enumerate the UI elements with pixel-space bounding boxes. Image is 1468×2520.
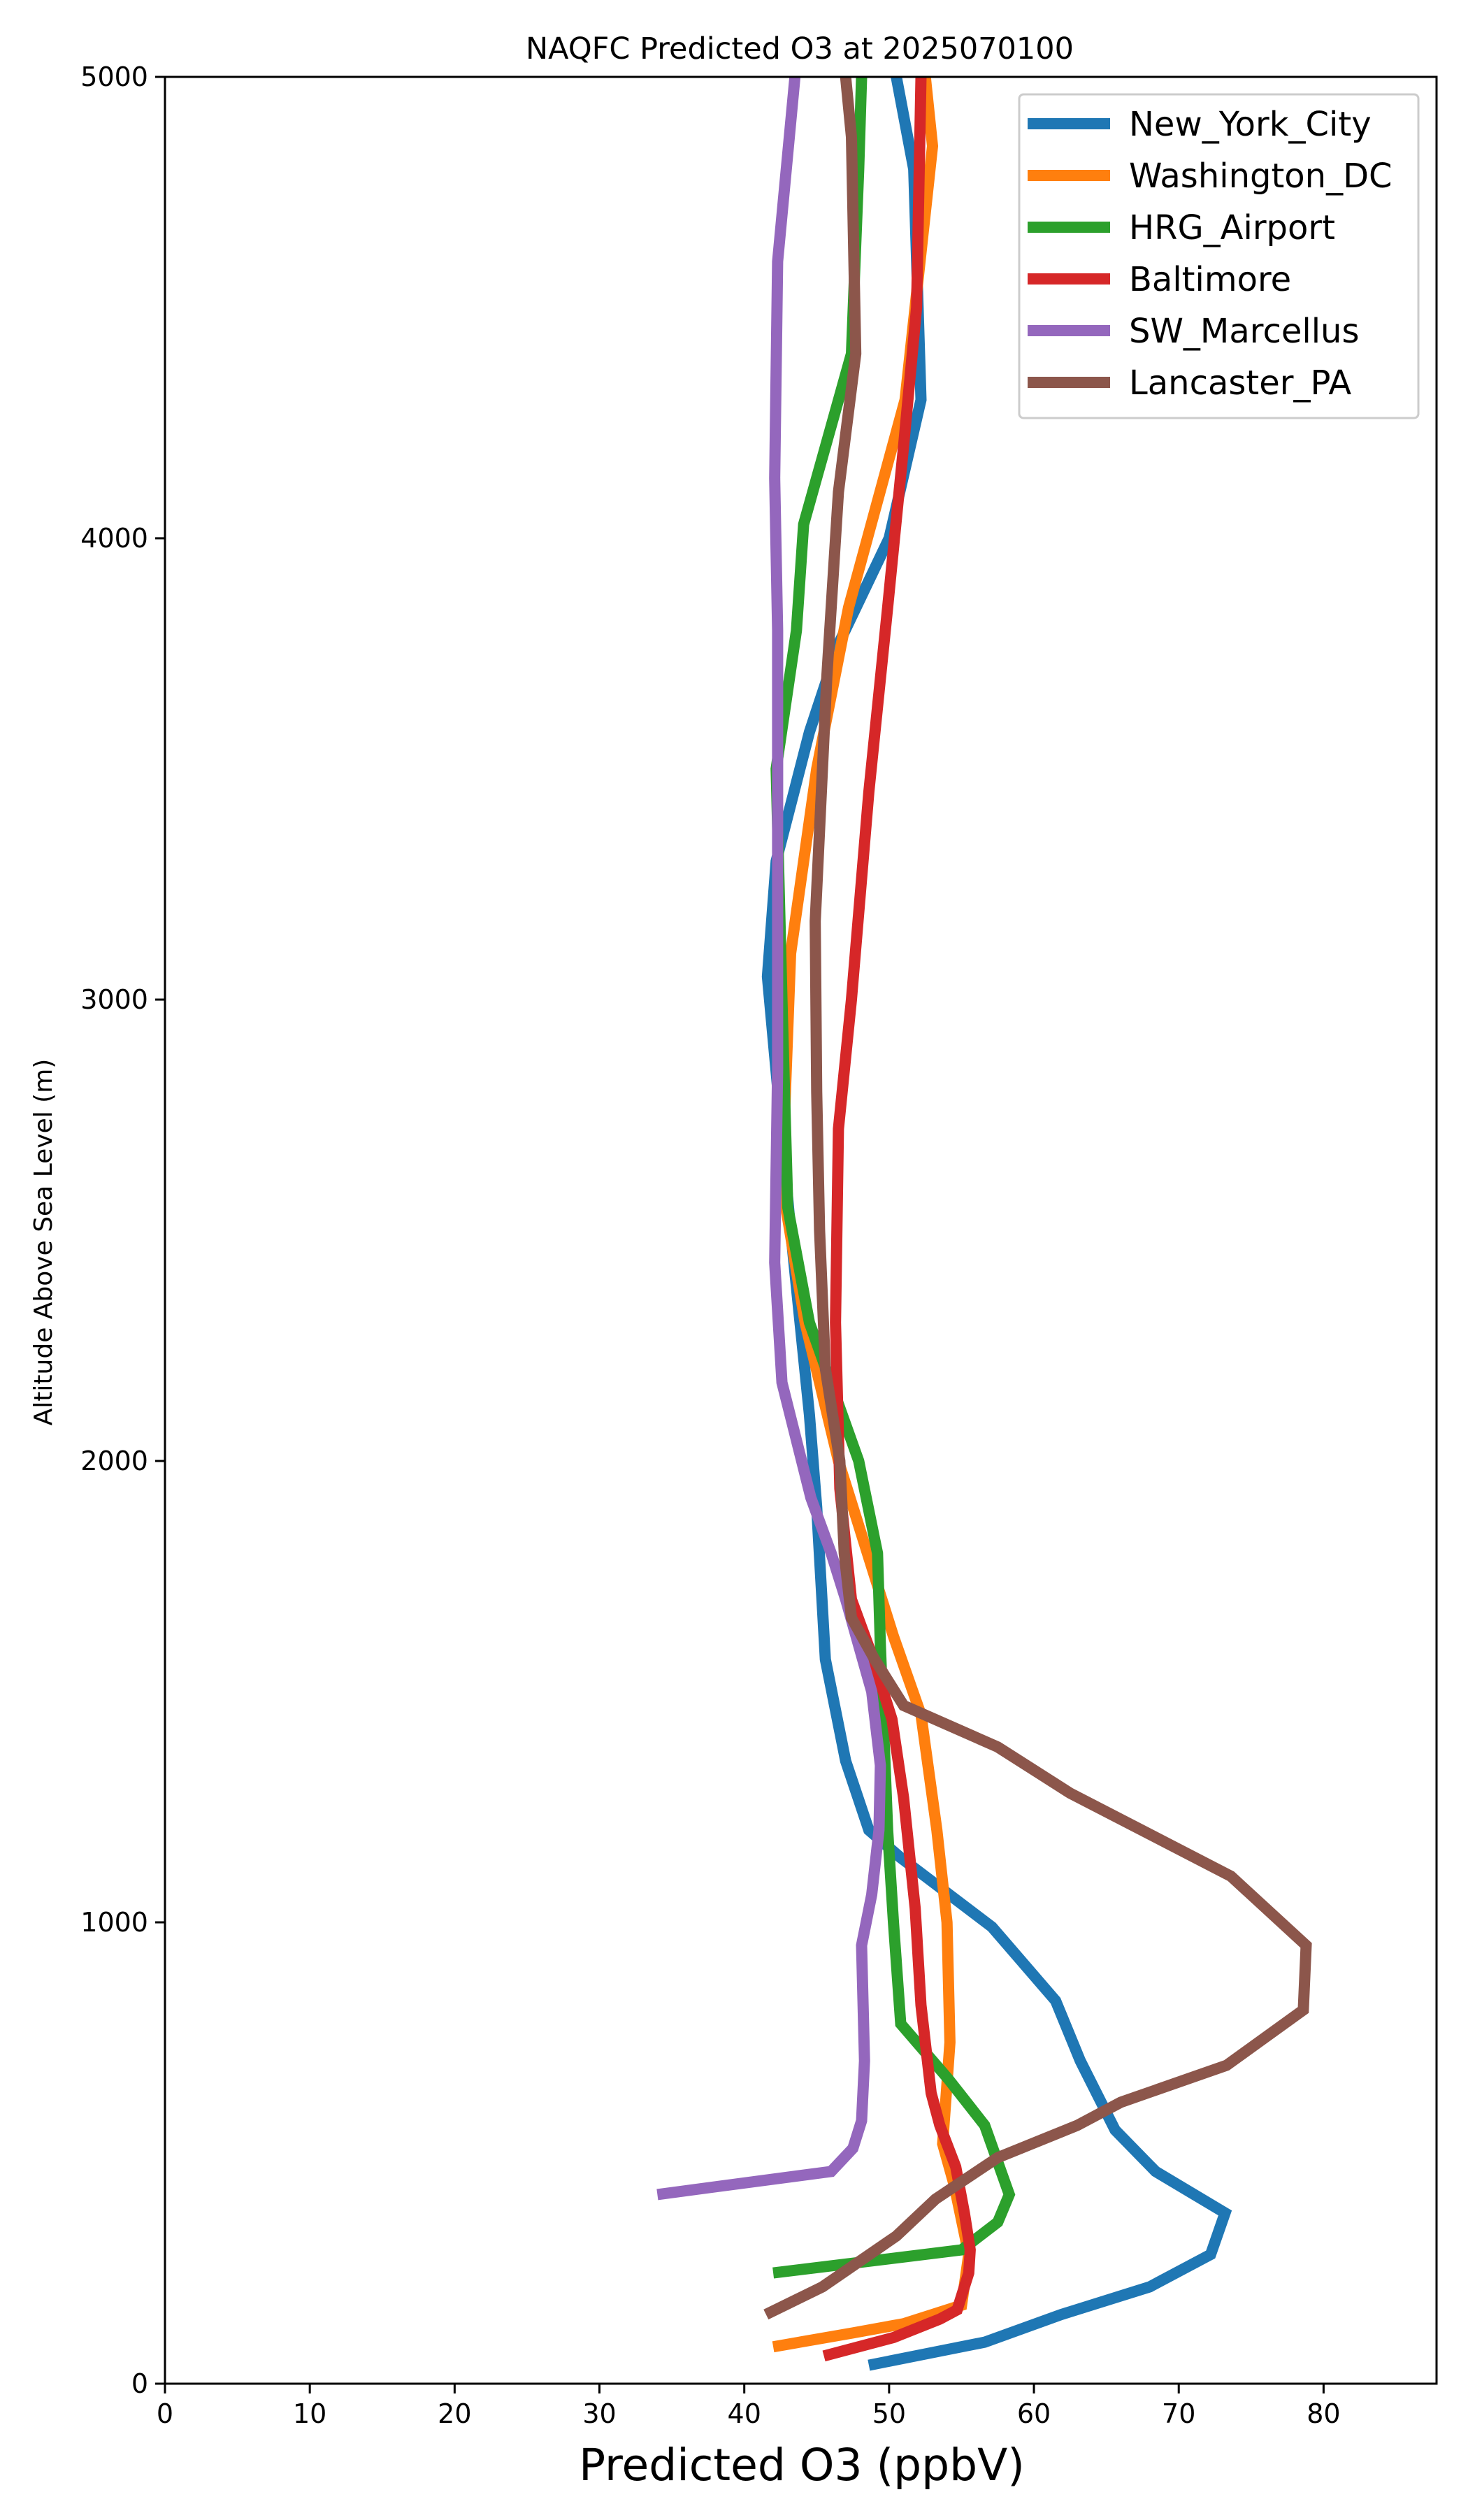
x-tick-label: 20	[438, 2398, 471, 2429]
plot-frame	[164, 75, 1438, 2385]
series-line-sw-marcellus	[656, 76, 886, 2201]
x-tick-label: 70	[1162, 2398, 1195, 2429]
legend-label: Baltimore	[1129, 260, 1291, 299]
chart-title: NAQFC Predicted O3 at 2025070100	[526, 31, 1074, 66]
x-axis-ticks: 0 10 20 30 40 50 60 70 80	[157, 2384, 1341, 2429]
x-tick-label: 40	[728, 2398, 761, 2429]
legend-label: HRG_Airport	[1129, 208, 1335, 247]
legend-label: New_York_City	[1129, 105, 1372, 144]
x-tick-label: 30	[582, 2398, 616, 2429]
series-line-hrg-airport	[770, 76, 1016, 2279]
series-lines	[656, 75, 1312, 2371]
x-tick-label: 10	[293, 2398, 326, 2429]
legend: New_York_City Washington_DC HRG_Airport Bal…	[1018, 93, 1420, 419]
legend-label: Washington_DC	[1129, 157, 1393, 196]
legend-label: SW_Marcellus	[1129, 312, 1359, 351]
legend-label: Lancaster_PA	[1129, 363, 1351, 403]
y-axis-label: Altitude Above Sea Level (m)	[29, 1059, 58, 1426]
x-tick-label: 0	[157, 2398, 173, 2429]
y-tick-label: 3000	[80, 984, 148, 1015]
legend-entries: New_York_City Washington_DC HRG_Airport Bal…	[1028, 105, 1393, 403]
series-line-baltimore	[822, 76, 976, 2362]
y-axis-ticks: 0 1000 2000 3000 4000 5000	[80, 62, 165, 2399]
y-tick-label: 0	[131, 2368, 148, 2399]
series-line-lancaster-pa	[763, 76, 1312, 2320]
x-tick-label: 50	[872, 2398, 906, 2429]
x-tick-label: 60	[1017, 2398, 1051, 2429]
y-tick-label: 4000	[80, 523, 148, 554]
legend-box	[1018, 93, 1420, 419]
y-tick-label: 2000	[80, 1446, 148, 1476]
y-tick-label: 5000	[80, 62, 148, 92]
x-tick-label: 80	[1307, 2398, 1340, 2429]
y-tick-label: 1000	[80, 1907, 148, 1938]
x-axis-label: Predicted O3 (ppbV)	[579, 2440, 1025, 2491]
